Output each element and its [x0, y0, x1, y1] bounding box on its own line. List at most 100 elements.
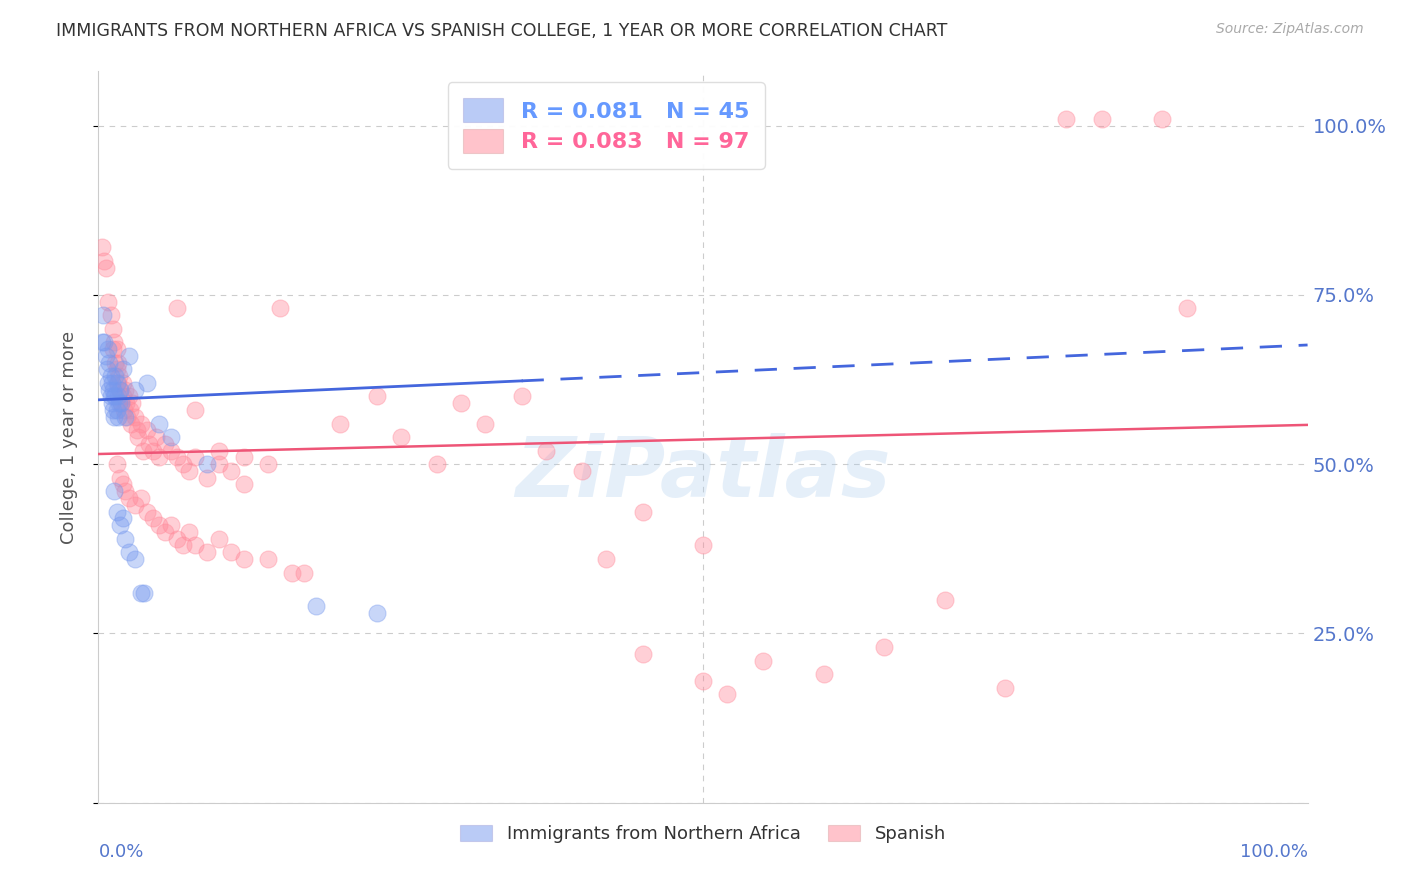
Point — [97, 342, 120, 356]
Point — [108, 471, 131, 485]
Point — [232, 552, 254, 566]
Point — [98, 383, 121, 397]
Point — [208, 532, 231, 546]
Point — [138, 437, 160, 451]
Point — [118, 349, 141, 363]
Point — [692, 673, 714, 688]
Point — [108, 383, 131, 397]
Point — [107, 389, 129, 403]
Text: 0.0%: 0.0% — [98, 843, 143, 861]
Point — [153, 437, 176, 451]
Point — [104, 355, 127, 369]
Point — [101, 403, 124, 417]
Point — [166, 450, 188, 465]
Point — [91, 240, 114, 254]
Point — [389, 430, 412, 444]
Point — [450, 396, 472, 410]
Point — [105, 362, 128, 376]
Point — [148, 518, 170, 533]
Point — [269, 301, 291, 316]
Point — [108, 369, 131, 384]
Point — [195, 545, 218, 559]
Point — [256, 552, 278, 566]
Point — [114, 409, 136, 424]
Point — [111, 389, 134, 403]
Point — [105, 403, 128, 417]
Point — [221, 464, 243, 478]
Point — [101, 342, 124, 356]
Point — [135, 423, 157, 437]
Point — [184, 403, 207, 417]
Text: Source: ZipAtlas.com: Source: ZipAtlas.com — [1216, 22, 1364, 37]
Point — [111, 511, 134, 525]
Point — [120, 417, 142, 431]
Point — [105, 505, 128, 519]
Point — [118, 491, 141, 505]
Point — [100, 369, 122, 384]
Point — [96, 362, 118, 376]
Point — [195, 471, 218, 485]
Point — [94, 260, 117, 275]
Point — [118, 403, 141, 417]
Point — [692, 538, 714, 552]
Point — [111, 376, 134, 390]
Point — [595, 552, 617, 566]
Point — [114, 484, 136, 499]
Point — [208, 457, 231, 471]
Point — [124, 409, 146, 424]
Point — [160, 443, 183, 458]
Point — [145, 430, 167, 444]
Point — [132, 443, 155, 458]
Point — [232, 450, 254, 465]
Legend: Immigrants from Northern Africa, Spanish: Immigrants from Northern Africa, Spanish — [451, 816, 955, 852]
Point — [142, 511, 165, 525]
Point — [111, 362, 134, 376]
Point — [118, 545, 141, 559]
Point — [366, 606, 388, 620]
Point — [716, 688, 738, 702]
Point — [179, 464, 201, 478]
Point — [110, 396, 132, 410]
Point — [111, 477, 134, 491]
Point — [127, 430, 149, 444]
Point — [107, 409, 129, 424]
Point — [127, 423, 149, 437]
Point — [631, 505, 654, 519]
Point — [94, 349, 117, 363]
Point — [100, 389, 122, 403]
Point — [105, 342, 128, 356]
Y-axis label: College, 1 year or more: College, 1 year or more — [59, 331, 77, 543]
Point — [112, 403, 135, 417]
Point — [104, 389, 127, 403]
Point — [100, 308, 122, 322]
Point — [305, 599, 328, 614]
Point — [153, 524, 176, 539]
Point — [934, 592, 956, 607]
Point — [1054, 112, 1077, 126]
Point — [195, 457, 218, 471]
Point — [117, 409, 139, 424]
Point — [91, 335, 114, 350]
Point — [160, 430, 183, 444]
Point — [292, 566, 315, 580]
Point — [994, 681, 1017, 695]
Point — [100, 396, 122, 410]
Point — [184, 538, 207, 552]
Point — [129, 417, 152, 431]
Point — [108, 383, 131, 397]
Point — [135, 376, 157, 390]
Point — [179, 524, 201, 539]
Point — [166, 532, 188, 546]
Point — [184, 450, 207, 465]
Point — [110, 396, 132, 410]
Point — [631, 647, 654, 661]
Point — [148, 450, 170, 465]
Point — [1091, 112, 1114, 126]
Point — [752, 654, 775, 668]
Point — [873, 640, 896, 654]
Point — [93, 335, 115, 350]
Text: ZiPatlas: ZiPatlas — [515, 434, 891, 514]
Point — [107, 376, 129, 390]
Point — [100, 376, 122, 390]
Point — [105, 376, 128, 390]
